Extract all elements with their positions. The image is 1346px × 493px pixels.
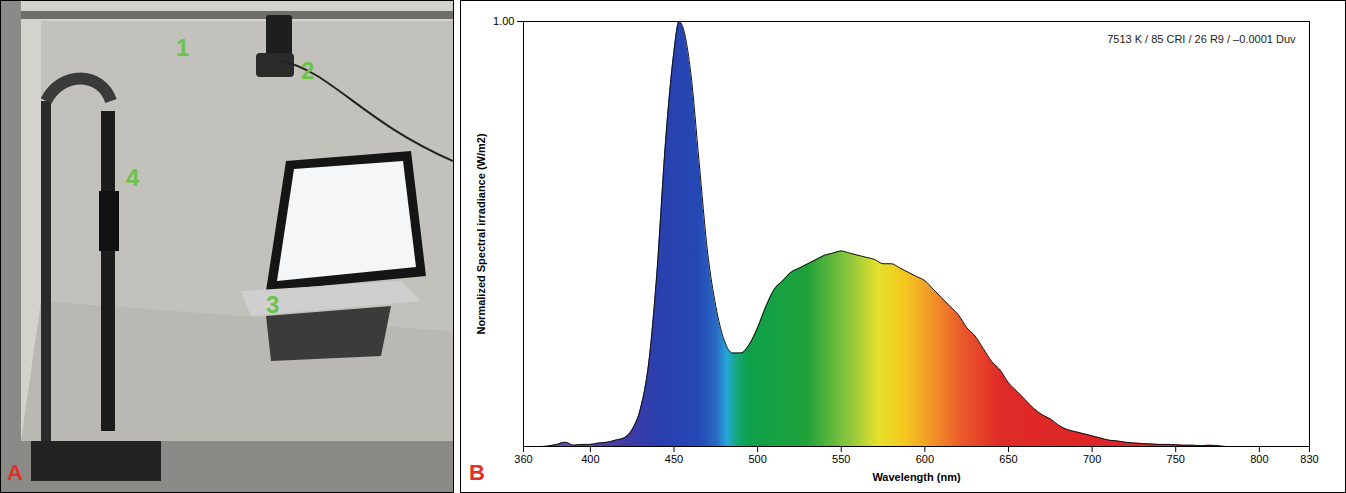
svg-text:750: 750	[1167, 453, 1185, 465]
html-text:B: B	[469, 460, 485, 485]
svg-text:650: 650	[999, 453, 1017, 465]
svg-text:1: 1	[176, 34, 189, 61]
svg-text:360: 360	[514, 453, 532, 465]
svg-text:550: 550	[832, 453, 850, 465]
svg-text:4: 4	[126, 164, 140, 191]
svg-text:700: 700	[1083, 453, 1101, 465]
svg-text:450: 450	[665, 453, 683, 465]
svg-text:7513 K / 85 CRI / 26 R9 / –0.0: 7513 K / 85 CRI / 26 R9 / –0.0001 Duv	[1107, 33, 1296, 45]
svg-text:830: 830	[1300, 453, 1318, 465]
svg-text:600: 600	[916, 453, 934, 465]
svg-text:500: 500	[748, 453, 766, 465]
svg-text:Normalized Spectral irradiance: Normalized Spectral irradiance (W/m2)	[475, 133, 487, 334]
svg-text:Wavelength (nm): Wavelength (nm)	[872, 471, 961, 483]
svg-text:400: 400	[581, 453, 599, 465]
svg-text:1.00: 1.00	[493, 15, 514, 27]
svg-text:3: 3	[266, 291, 279, 318]
html-text:A: A	[7, 460, 23, 485]
svg-text:2: 2	[301, 57, 314, 84]
svg-text:800: 800	[1250, 453, 1268, 465]
